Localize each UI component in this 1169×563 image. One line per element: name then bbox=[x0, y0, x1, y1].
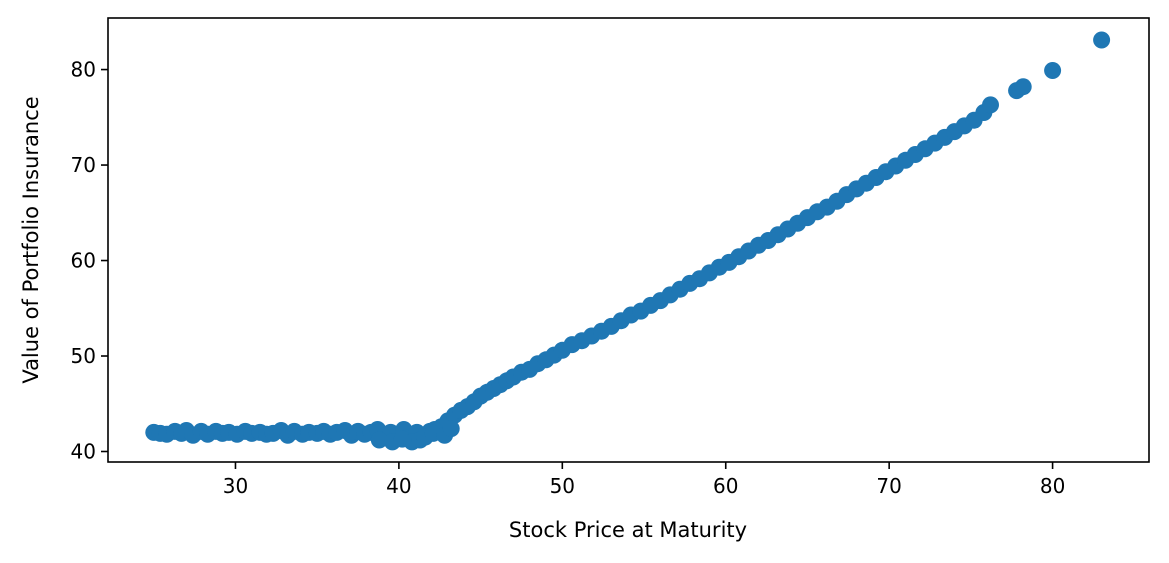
x-tick-label: 60 bbox=[713, 474, 738, 498]
x-tick-label: 70 bbox=[876, 474, 901, 498]
data-point bbox=[1093, 31, 1111, 49]
data-point bbox=[1044, 62, 1062, 79]
y-tick-label: 80 bbox=[71, 58, 96, 82]
y-tick-label: 70 bbox=[71, 153, 96, 177]
y-tick-label: 60 bbox=[71, 249, 96, 273]
y-tick-label: 50 bbox=[71, 344, 96, 368]
x-axis-label: Stock Price at Maturity bbox=[509, 518, 747, 542]
x-axis: 30 40 50 60 70 80 bbox=[223, 462, 1065, 498]
x-tick-label: 40 bbox=[386, 474, 411, 498]
y-axis-label: Value of Portfolio Insurance bbox=[19, 96, 43, 383]
data-point bbox=[982, 96, 999, 114]
x-tick-label: 80 bbox=[1040, 474, 1065, 498]
data-point bbox=[370, 431, 388, 449]
y-axis: 40 50 60 70 80 bbox=[71, 58, 108, 463]
y-tick-label: 40 bbox=[71, 439, 96, 463]
x-tick-label: 50 bbox=[550, 474, 575, 498]
points-layer bbox=[145, 31, 1111, 451]
plot-area-frame bbox=[107, 17, 1150, 463]
x-tick-label: 30 bbox=[223, 474, 248, 498]
data-point bbox=[442, 420, 460, 438]
data-point bbox=[1014, 78, 1032, 96]
